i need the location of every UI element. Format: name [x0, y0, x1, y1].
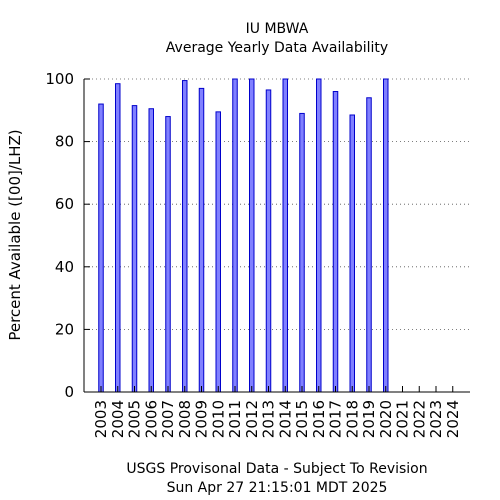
x-tick-label: 2024	[444, 400, 462, 438]
bars	[98, 78, 389, 393]
bar-2020	[383, 78, 389, 393]
x-tick-label: 2016	[310, 400, 328, 438]
bar-2013	[265, 89, 272, 393]
x-tick-label: 2014	[276, 400, 294, 438]
y-tick-label: 100	[45, 70, 74, 88]
bar-2003	[98, 103, 104, 393]
bar-2009	[198, 87, 205, 393]
bar-2015	[299, 112, 305, 393]
y-axis-label: Percent Available ([00]/LHZ)	[6, 129, 24, 340]
x-tick-label: 2004	[109, 400, 127, 438]
x-tick-label: 2013	[260, 400, 278, 438]
y-tick-label: 40	[55, 258, 74, 276]
bar-2004	[115, 83, 121, 393]
x-tick-label: 2005	[126, 400, 144, 438]
bar-2005	[131, 105, 138, 393]
bar-2019	[366, 97, 372, 393]
x-tick-label: 2022	[410, 400, 428, 438]
y-tick-label: 20	[55, 320, 74, 338]
x-tick-label: 2018	[343, 400, 361, 438]
bar-2012	[249, 78, 255, 393]
x-tick-label: 2021	[394, 400, 412, 438]
grid-lines	[84, 78, 470, 330]
x-axis-label-line2: Sun Apr 27 21:15:01 MDT 2025	[167, 480, 388, 496]
x-axis-label-line1: USGS Provisonal Data - Subject To Revisi…	[126, 461, 427, 477]
x-tick-label: 2017	[327, 400, 345, 438]
x-tick-label: 2023	[427, 400, 445, 438]
bar-2011	[232, 78, 238, 393]
bar-2018	[349, 114, 355, 393]
x-tick-label: 2015	[293, 400, 311, 438]
chart-title-line2: Average Yearly Data Availability	[166, 40, 388, 56]
x-tick-label: 2019	[360, 400, 378, 438]
chart-title-line1: IU MBWA	[246, 21, 309, 37]
x-ticks: 2003200420052006200720082009201020112012…	[92, 386, 462, 438]
bar-2016	[316, 78, 322, 393]
bar-2006	[148, 108, 154, 393]
x-tick-label: 2020	[377, 400, 395, 438]
y-tick-label: 60	[55, 195, 74, 213]
y-ticks: 0 20 40 60 80 100	[45, 70, 90, 401]
y-tick-label: 0	[64, 383, 74, 401]
x-tick-label: 2008	[176, 400, 194, 438]
bar-2007	[165, 116, 171, 393]
bar-2017	[332, 91, 339, 393]
x-tick-label: 2011	[226, 400, 244, 438]
x-tick-label: 2012	[243, 400, 261, 438]
y-tick-label: 80	[55, 133, 74, 151]
x-tick-label: 2007	[159, 400, 177, 438]
x-tick-label: 2003	[92, 400, 110, 438]
x-tick-label: 2006	[142, 400, 160, 438]
bar-2010	[215, 111, 221, 393]
bar-2008	[182, 80, 188, 393]
axes	[83, 79, 470, 393]
bar-2014	[282, 78, 288, 393]
x-tick-label: 2009	[193, 400, 211, 438]
x-tick-label: 2010	[209, 400, 227, 438]
